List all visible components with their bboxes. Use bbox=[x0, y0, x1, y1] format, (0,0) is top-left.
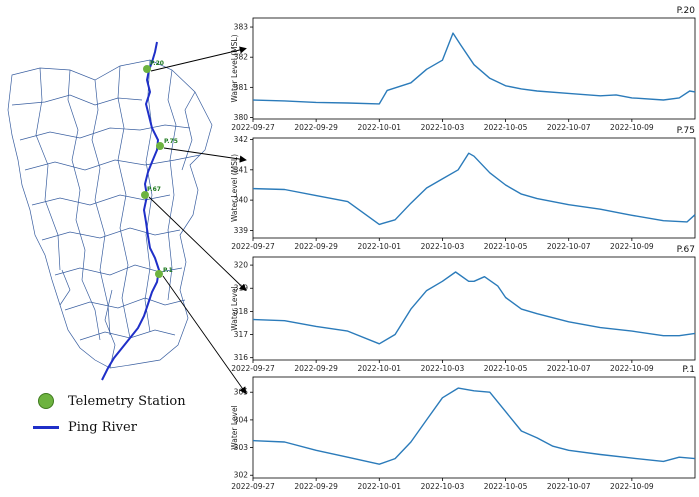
ping-basin-map: P.20 P.75 P.67 P.1 bbox=[7, 41, 213, 381]
y-tick-label: 303 bbox=[234, 443, 249, 452]
y-tick-label: 341 bbox=[234, 165, 249, 174]
x-tick-label: 2022-09-27 bbox=[231, 123, 275, 132]
x-tick-label: 2022-10-01 bbox=[357, 364, 401, 373]
x-tick-label: 2022-10-03 bbox=[421, 482, 465, 491]
legend-station-row: Telemetry Station bbox=[30, 388, 250, 414]
x-tick-label: 2022-10-03 bbox=[421, 364, 465, 373]
x-tick-label: 2022-10-09 bbox=[610, 123, 654, 132]
y-axis-label: Water Level (MSL) bbox=[230, 34, 239, 102]
chart-title: P.75 bbox=[677, 126, 695, 136]
x-tick-label: 2022-10-05 bbox=[484, 123, 528, 132]
x-tick-label: 2022-10-07 bbox=[547, 482, 591, 491]
x-tick-label: 2022-09-27 bbox=[231, 482, 275, 491]
water-level-series bbox=[252, 152, 696, 226]
x-tick-label: 2022-10-01 bbox=[357, 482, 401, 491]
chart-frame bbox=[252, 256, 696, 361]
x-tick-label: 2022-10-07 bbox=[547, 123, 591, 132]
station-label-p75: P.75 bbox=[164, 138, 178, 145]
x-tick-label: 2022-10-01 bbox=[357, 242, 401, 251]
x-tick-label: 2022-10-09 bbox=[610, 364, 654, 373]
legend-river-row: Ping River bbox=[30, 414, 250, 440]
y-tick-label: 340 bbox=[234, 196, 249, 205]
water-level-series bbox=[252, 387, 696, 465]
x-tick-label: 2022-10-09 bbox=[610, 242, 654, 251]
y-tick-label: 304 bbox=[234, 415, 249, 424]
y-tick-label: 320 bbox=[234, 261, 249, 270]
map-legend: Telemetry Station Ping River bbox=[30, 388, 250, 440]
water-level-series bbox=[252, 271, 696, 345]
y-tick-label: 342 bbox=[234, 135, 249, 144]
x-tick-label: 2022-09-27 bbox=[231, 364, 275, 373]
station-label-p67: P.67 bbox=[147, 186, 161, 193]
water-level-series bbox=[252, 32, 696, 105]
y-axis-label: Water Level bbox=[230, 286, 239, 330]
station-to-chart-arrow bbox=[148, 196, 247, 292]
legend-station-label: Telemetry Station bbox=[68, 393, 186, 409]
legend-river-label: Ping River bbox=[68, 419, 137, 435]
x-tick-label: 2022-10-03 bbox=[421, 123, 465, 132]
x-tick-label: 2022-10-05 bbox=[484, 364, 528, 373]
y-tick-label: 305 bbox=[234, 388, 249, 397]
y-tick-label: 302 bbox=[234, 471, 249, 480]
y-tick-label: 317 bbox=[234, 330, 249, 339]
chart-title: P.20 bbox=[677, 6, 696, 16]
y-tick-label: 318 bbox=[234, 307, 249, 316]
station-label-p20: P.20 bbox=[150, 60, 164, 67]
chart-frame bbox=[252, 376, 696, 479]
y-tick-label: 316 bbox=[234, 353, 249, 362]
station-to-chart-arrow bbox=[162, 275, 247, 395]
y-tick-label: 380 bbox=[234, 113, 249, 122]
x-tick-label: 2022-09-29 bbox=[294, 482, 338, 491]
chart-frame bbox=[252, 17, 696, 120]
x-tick-label: 2022-09-29 bbox=[294, 242, 338, 251]
chart-panel: 302 303 304 305 2022-09-27 2022-09-29 2022-10-… bbox=[230, 365, 696, 491]
y-tick-label: 382 bbox=[234, 53, 249, 62]
station-label-p1: P.1 bbox=[163, 267, 173, 274]
sub-basin-boundaries bbox=[7, 59, 213, 369]
x-tick-label: 2022-10-03 bbox=[421, 242, 465, 251]
x-tick-label: 2022-10-05 bbox=[484, 482, 528, 491]
x-tick-label: 2022-10-05 bbox=[484, 242, 528, 251]
station-to-chart-arrow bbox=[163, 147, 247, 163]
y-tick-label: 339 bbox=[234, 226, 249, 235]
y-axis-label: Water Level bbox=[230, 405, 239, 449]
station-markers bbox=[141, 65, 164, 278]
station-marker-p75 bbox=[156, 142, 164, 150]
x-tick-label: 2022-09-29 bbox=[294, 123, 338, 132]
x-tick-label: 2022-10-01 bbox=[357, 123, 401, 132]
chart-title: P.1 bbox=[682, 365, 695, 375]
river-line-icon bbox=[30, 425, 62, 429]
x-tick-label: 2022-09-27 bbox=[231, 242, 275, 251]
x-tick-label: 2022-10-07 bbox=[547, 242, 591, 251]
chart-frame bbox=[252, 137, 696, 239]
ping-river-line bbox=[101, 41, 161, 381]
chart-panel: 380 381 382 383 2022-09-27 2022-09-29 2022-10-… bbox=[230, 6, 696, 132]
x-tick-label: 2022-10-09 bbox=[610, 482, 654, 491]
y-axis-label: Water Level (MSL) bbox=[230, 154, 239, 222]
station-marker-p20 bbox=[143, 65, 151, 73]
x-tick-label: 2022-09-29 bbox=[294, 364, 338, 373]
chart-panel: 339 340 341 342 2022-09-27 2022-09-29 2022-10-… bbox=[230, 126, 696, 251]
y-tick-label: 381 bbox=[234, 83, 249, 92]
station-to-chart-arrow bbox=[150, 46, 247, 72]
station-marker-p1 bbox=[155, 270, 163, 278]
station-dot-icon bbox=[30, 393, 62, 409]
station-marker-p67 bbox=[141, 191, 149, 199]
x-tick-label: 2022-10-07 bbox=[547, 364, 591, 373]
y-tick-label: 383 bbox=[234, 23, 249, 32]
chart-title: P.67 bbox=[677, 245, 695, 255]
